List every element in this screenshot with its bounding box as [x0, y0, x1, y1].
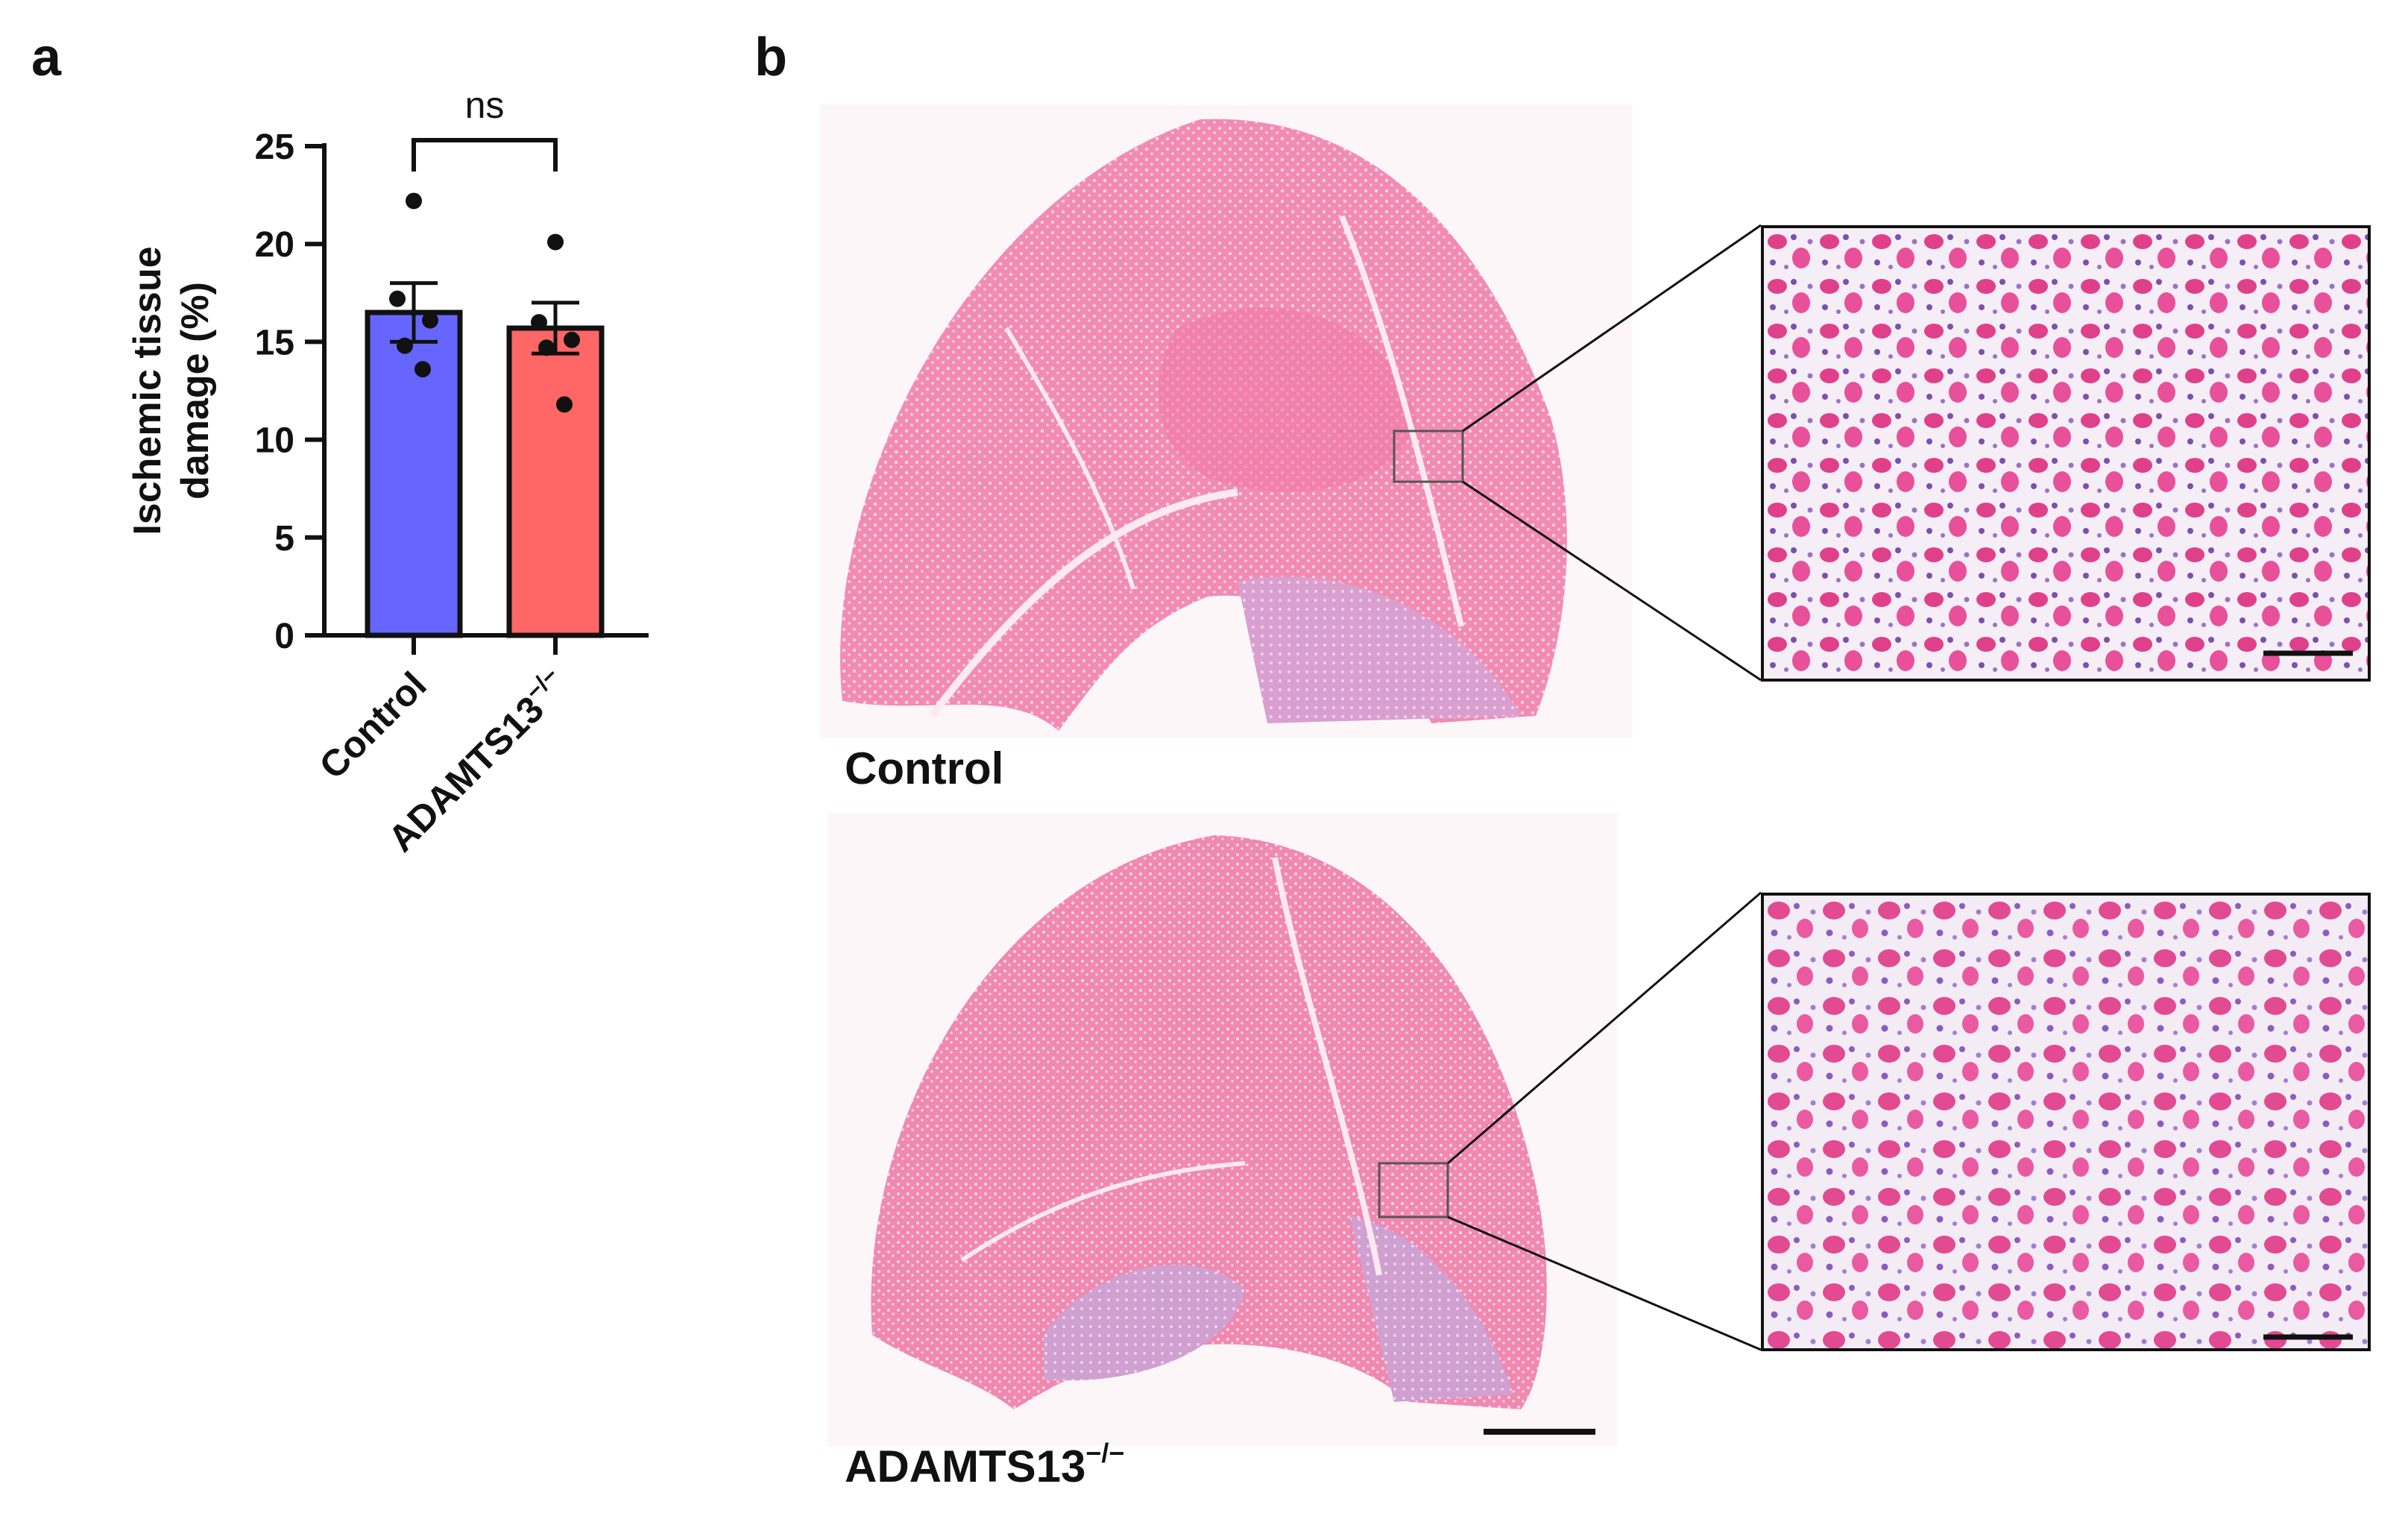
panel-label-b: b — [754, 28, 787, 87]
panel-label-a: a — [31, 28, 62, 87]
data-point — [406, 192, 422, 210]
adamts13-section-caption: ADAMTS13−/− — [845, 1438, 1124, 1492]
adamts13-inset-image — [1761, 893, 2371, 1351]
y-tick-label: 5 — [274, 519, 294, 559]
data-point — [422, 312, 438, 329]
data-point — [415, 361, 431, 378]
data-point — [397, 337, 413, 354]
bar-1 — [506, 325, 605, 638]
y-tick-label: 20 — [255, 225, 294, 265]
data-point — [538, 339, 555, 356]
significance-label: ns — [465, 84, 505, 126]
adamts13-caption-main: ADAMTS13 — [845, 1441, 1086, 1491]
data-point — [389, 290, 406, 307]
adamts13-caption-sup: −/− — [1085, 1438, 1125, 1468]
data-point — [564, 331, 580, 348]
y-tick-label: 15 — [255, 323, 294, 362]
y-axis-label-line2: damage (%) — [174, 282, 217, 500]
y-tick-label: 0 — [274, 617, 294, 656]
control-inset-image — [1761, 225, 2371, 682]
control-section-image — [820, 104, 1633, 738]
y-axis-label-line1: Ischemic tissue — [126, 246, 169, 535]
data-point — [556, 396, 573, 413]
data-point — [547, 233, 564, 251]
bar-0 — [365, 309, 463, 638]
y-tick-label: 10 — [255, 421, 294, 461]
y-tick-label: 25 — [255, 128, 294, 167]
data-point — [531, 314, 547, 331]
control-section-caption: Control — [845, 743, 1004, 793]
significance-bracket — [412, 138, 558, 172]
adamts13-section-image — [828, 813, 1618, 1447]
